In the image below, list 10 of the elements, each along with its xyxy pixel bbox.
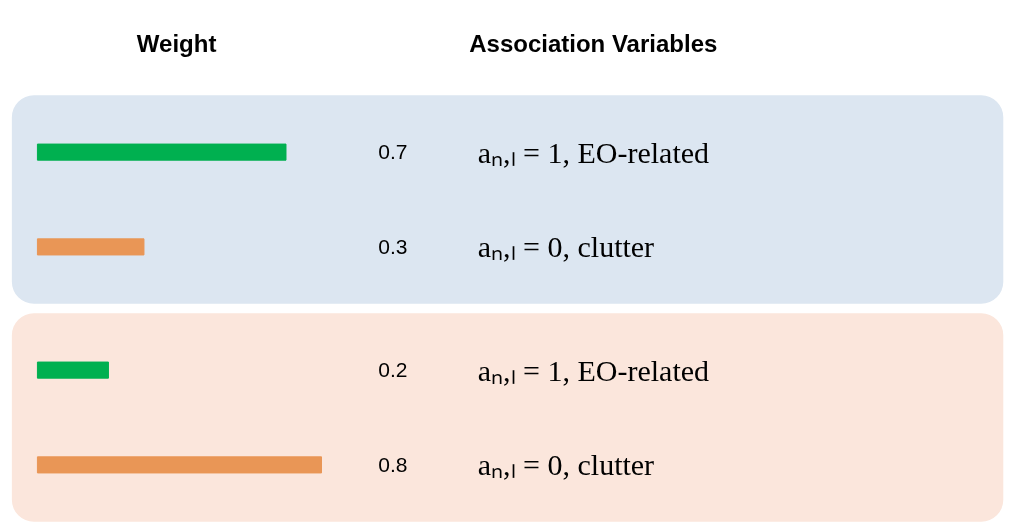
data-label: 0.7: [378, 140, 408, 164]
text: Weight: [136, 29, 217, 57]
y-tick-label: aₙ,ₗ = 1, EO-related: [477, 353, 710, 387]
y-tick-label: aₙ,ₗ = 1, EO-related: [477, 135, 710, 169]
data-label: 0.8: [378, 452, 408, 476]
data-label: 0.3: [378, 234, 408, 258]
text: Association Variables: [469, 29, 718, 57]
y-tick-label: aₙ,ₗ = 0, clutter: [477, 230, 655, 264]
y-tick-label: aₙ,ₗ = 0, clutter: [477, 448, 655, 482]
data-label: 0.2: [378, 358, 408, 382]
